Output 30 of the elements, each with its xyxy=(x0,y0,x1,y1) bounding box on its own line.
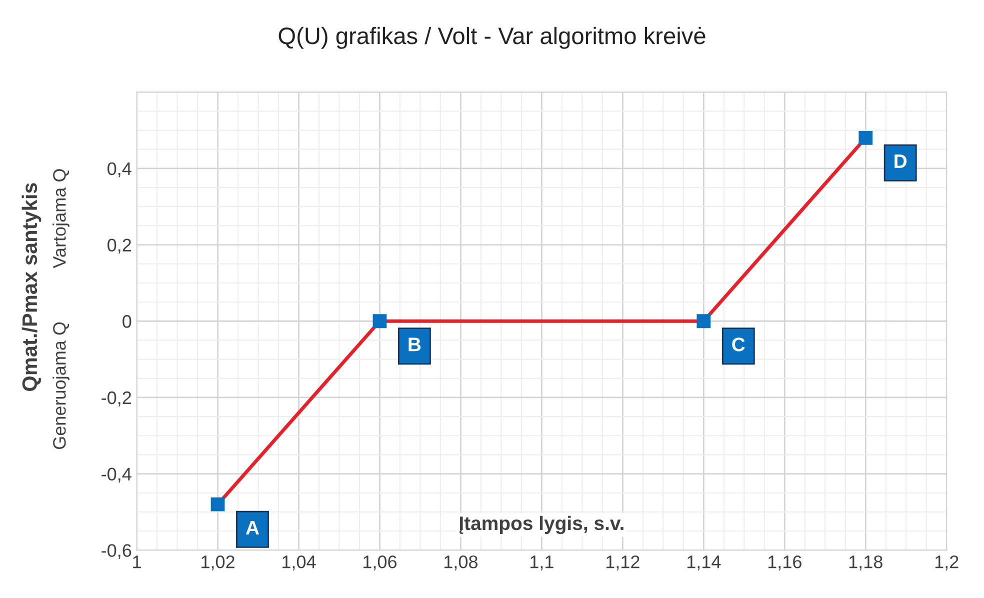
annotation: B xyxy=(408,338,421,352)
annotation: C xyxy=(732,338,745,352)
y-tick-label: -0,6 xyxy=(102,544,132,560)
x-tick-label: 1,08 xyxy=(444,556,478,570)
point xyxy=(210,497,225,512)
y-tick-label: 0,2 xyxy=(108,238,132,254)
y-tick-label: 0 xyxy=(122,315,132,328)
x-tick-label: 1,16 xyxy=(768,556,802,570)
text: Vartojama Q xyxy=(52,169,70,268)
annotation: D xyxy=(894,154,907,168)
x-tick-label: 1 xyxy=(133,556,141,568)
x-tick-label: 1,04 xyxy=(282,556,316,570)
point xyxy=(372,314,387,328)
point xyxy=(858,130,873,145)
x-tick-label: 1,18 xyxy=(849,556,882,570)
x-tick-label: 1,14 xyxy=(687,556,721,570)
x-tick-label: 1,12 xyxy=(606,556,640,570)
x-tick-label: 1,02 xyxy=(202,556,234,570)
annotation: A xyxy=(246,521,259,534)
x-axis-title: Įtampos lygis, s.v. xyxy=(460,516,624,534)
y-tick-label: -0,4 xyxy=(102,468,132,483)
point xyxy=(696,314,711,328)
y-tick-label: 0,4 xyxy=(108,162,132,178)
text: Generuojama Q xyxy=(52,322,70,450)
x-tick-label: 1,1 xyxy=(530,556,554,570)
x-tick-label: 1,06 xyxy=(364,556,397,570)
x-tick-label: 1,2 xyxy=(935,556,958,570)
chart-title: Q(U) grafikas / Volt - Var algoritmo kreivė xyxy=(278,26,706,49)
y-tick-label: -0,2 xyxy=(102,391,132,406)
y-axis-title: Qmat./Pmax santykis xyxy=(22,183,42,391)
